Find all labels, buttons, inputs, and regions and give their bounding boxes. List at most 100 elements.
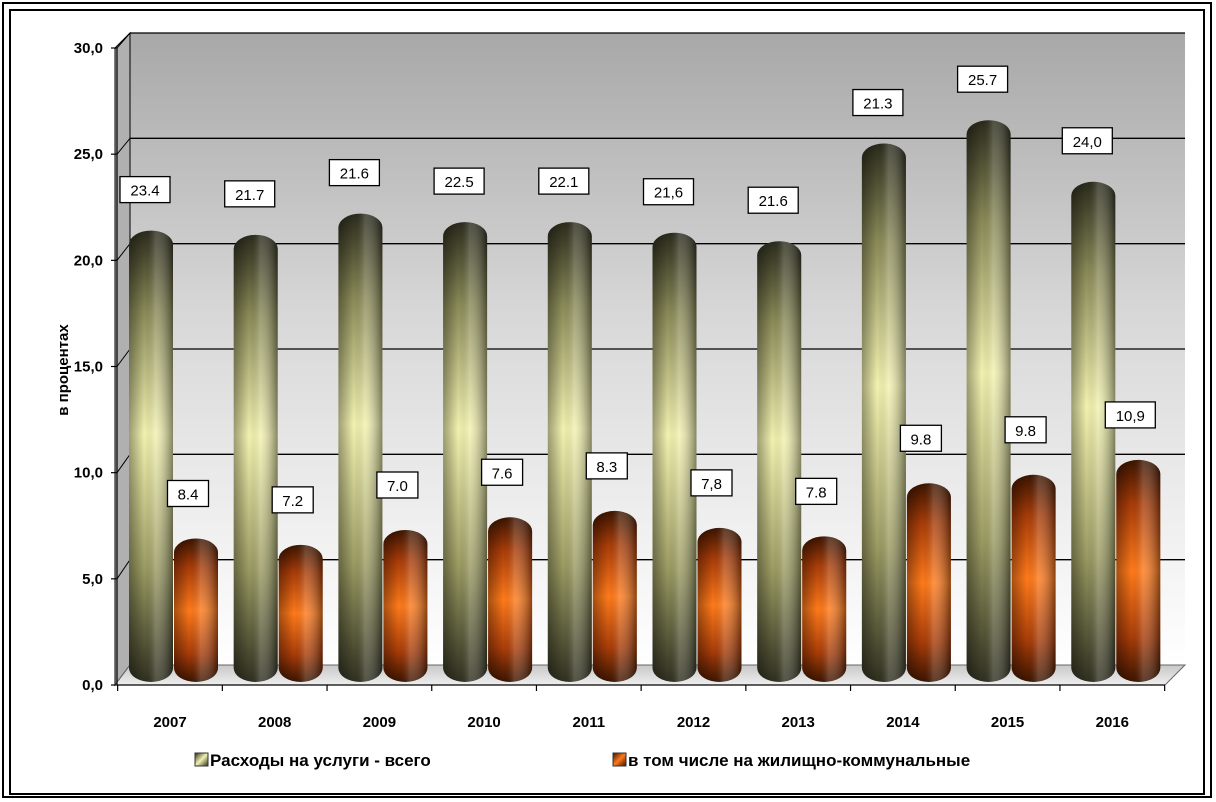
bar-shading [966, 120, 1011, 682]
gridline-side [116, 138, 131, 155]
bar-shading [233, 234, 278, 682]
data-label-text: 9.8 [1015, 423, 1036, 440]
bar-shading [1011, 474, 1056, 682]
data-label-box [1004, 416, 1047, 444]
bar-shading [278, 544, 323, 682]
x-tick-label: 2009 [363, 714, 396, 731]
bar-shading [861, 143, 906, 683]
data-label-text: 23.4 [130, 183, 159, 200]
data-label-text: 24,0 [1073, 134, 1102, 151]
x-tick-label: 2012 [677, 714, 710, 731]
data-label-box [795, 477, 838, 506]
data-label-box [119, 175, 171, 204]
y-tick-label: 25,0 [74, 146, 103, 163]
x-tick-label: 2007 [153, 714, 186, 731]
x-tick-label: 2015 [991, 714, 1024, 731]
data-label-text: 7.8 [806, 484, 827, 501]
bar-shading [338, 213, 383, 682]
bar-shading [1116, 459, 1161, 682]
data-label-text: 21.6 [340, 166, 369, 183]
data-label-text: 8.3 [596, 459, 617, 476]
bar-shading [1071, 181, 1116, 682]
bar-shading [652, 232, 697, 683]
data-label: 21.6 [747, 186, 799, 214]
bar-shading [802, 536, 847, 682]
data-label-box [271, 486, 314, 514]
data-label-text: 9.8 [910, 431, 931, 448]
data-label-text: 21.3 [863, 96, 892, 113]
y-tick-label: 15,0 [74, 359, 103, 376]
y-tick-label: 0,0 [82, 677, 103, 694]
legend: Расходы на услуги - всего в том числе на… [194, 751, 970, 770]
data-label: 22.5 [433, 167, 485, 195]
x-tick-label: 2013 [782, 714, 815, 731]
data-label: 7.8 [795, 477, 838, 506]
y-axis-title: в процентах [55, 324, 72, 416]
bar-shading [906, 483, 951, 682]
legend-label-housing: в том числе на жилищно-коммунальные [628, 751, 970, 770]
bar-shading [174, 538, 218, 682]
data-label-box [1061, 127, 1113, 155]
data-label-box [747, 186, 799, 214]
bar-shading [697, 527, 742, 682]
data-label-box [585, 452, 628, 480]
bar-shading [383, 529, 428, 682]
data-label-text: 22.1 [549, 174, 578, 191]
bar-shading [129, 230, 173, 682]
data-label-box [538, 167, 590, 195]
bar-shading [443, 222, 488, 682]
legend-swatch-total [194, 752, 209, 767]
x-tick-label: 2014 [886, 714, 920, 731]
gridline-side [116, 243, 131, 261]
x-tick-label: 2016 [1096, 714, 1129, 731]
data-label: 22.1 [538, 167, 590, 195]
gridline-side [116, 348, 131, 367]
data-label-box [166, 479, 210, 508]
y-tick-label: 10,0 [74, 465, 103, 482]
y-tick-label: 30,0 [74, 40, 103, 57]
data-label: 7.2 [271, 486, 314, 514]
bar-shading [547, 222, 592, 682]
x-axis: 2007 2008 2009 2010 2011 2012 2013 2014 2015 2016 [117, 684, 1166, 731]
y-tick-label: 20,0 [74, 252, 103, 269]
data-label: 7,8 [690, 469, 733, 497]
bar-shading [757, 241, 802, 682]
data-label-text: 8.4 [178, 486, 199, 503]
data-label: 8.3 [585, 452, 628, 480]
data-label-box [956, 65, 1009, 93]
data-label: 25.7 [956, 65, 1009, 93]
y-axis: 0,0 5,0 10,0 15,0 20,0 25,0 30,0 [74, 40, 118, 694]
data-label: 21.6 [328, 158, 381, 187]
data-label-text: 25.7 [968, 72, 997, 89]
data-label: 7.0 [376, 471, 419, 499]
data-label-box [376, 471, 419, 499]
data-label-box [224, 180, 276, 208]
data-label-box [690, 469, 733, 497]
x-tick-label: 2010 [467, 714, 500, 731]
data-label: 21,6 [642, 178, 695, 206]
data-label: 21.3 [852, 88, 904, 117]
data-label-box [852, 88, 904, 117]
legend-swatch-housing [612, 752, 627, 767]
data-label: 9.8 [1004, 416, 1047, 444]
data-label-text: 7,8 [701, 476, 722, 493]
data-label-box [480, 458, 524, 486]
data-label: 9.8 [899, 424, 943, 452]
data-label-text: 7.2 [282, 493, 303, 510]
data-label: 24,0 [1061, 127, 1113, 155]
data-label: 7.6 [480, 458, 524, 486]
data-label-text: 21.7 [235, 187, 264, 204]
data-label-text: 21.6 [759, 193, 788, 210]
data-label-box [433, 167, 485, 195]
data-label-box [1104, 401, 1156, 429]
bar-shading [592, 510, 637, 682]
y-tick-label: 5,0 [82, 571, 103, 588]
gridline-side [116, 559, 131, 580]
bar-shading [488, 517, 533, 682]
data-label: 10,9 [1104, 401, 1156, 429]
bars [129, 120, 1161, 683]
data-label: 21.7 [224, 180, 276, 208]
data-label-text: 7.6 [492, 465, 513, 482]
